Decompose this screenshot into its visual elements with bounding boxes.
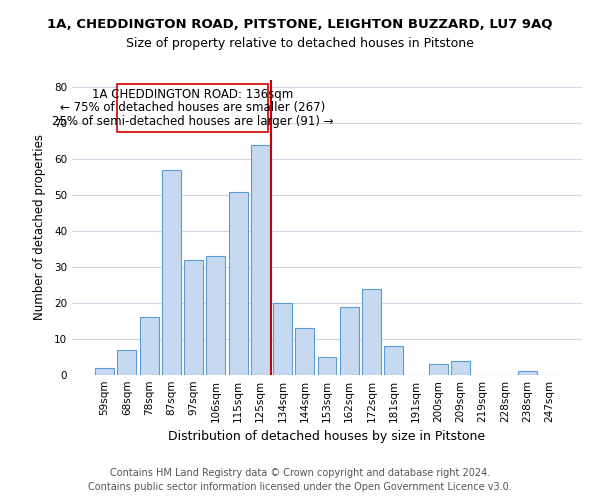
Bar [384,346,403,375]
Bar [251,145,270,375]
Bar [317,357,337,375]
Bar [295,328,314,375]
Text: Contains HM Land Registry data © Crown copyright and database right 2024.: Contains HM Land Registry data © Crown c… [110,468,490,477]
Y-axis label: Number of detached properties: Number of detached properties [32,134,46,320]
Bar [95,368,114,375]
Bar [451,360,470,375]
Bar [362,288,381,375]
Bar [206,256,225,375]
Bar [273,303,292,375]
Bar [184,260,203,375]
Bar [140,318,158,375]
Text: 25% of semi-detached houses are larger (91) →: 25% of semi-detached houses are larger (… [52,115,333,128]
Bar [229,192,248,375]
Text: ← 75% of detached houses are smaller (267): ← 75% of detached houses are smaller (26… [60,102,325,114]
Bar [429,364,448,375]
Text: Size of property relative to detached houses in Pitstone: Size of property relative to detached ho… [126,38,474,51]
Bar [340,306,359,375]
Bar [118,350,136,375]
Text: Contains public sector information licensed under the Open Government Licence v3: Contains public sector information licen… [88,482,512,492]
X-axis label: Distribution of detached houses by size in Pitstone: Distribution of detached houses by size … [169,430,485,444]
Text: 1A CHEDDINGTON ROAD: 136sqm: 1A CHEDDINGTON ROAD: 136sqm [92,88,293,101]
Bar [162,170,181,375]
Bar [518,372,536,375]
FancyBboxPatch shape [117,84,268,132]
Text: 1A, CHEDDINGTON ROAD, PITSTONE, LEIGHTON BUZZARD, LU7 9AQ: 1A, CHEDDINGTON ROAD, PITSTONE, LEIGHTON… [47,18,553,30]
